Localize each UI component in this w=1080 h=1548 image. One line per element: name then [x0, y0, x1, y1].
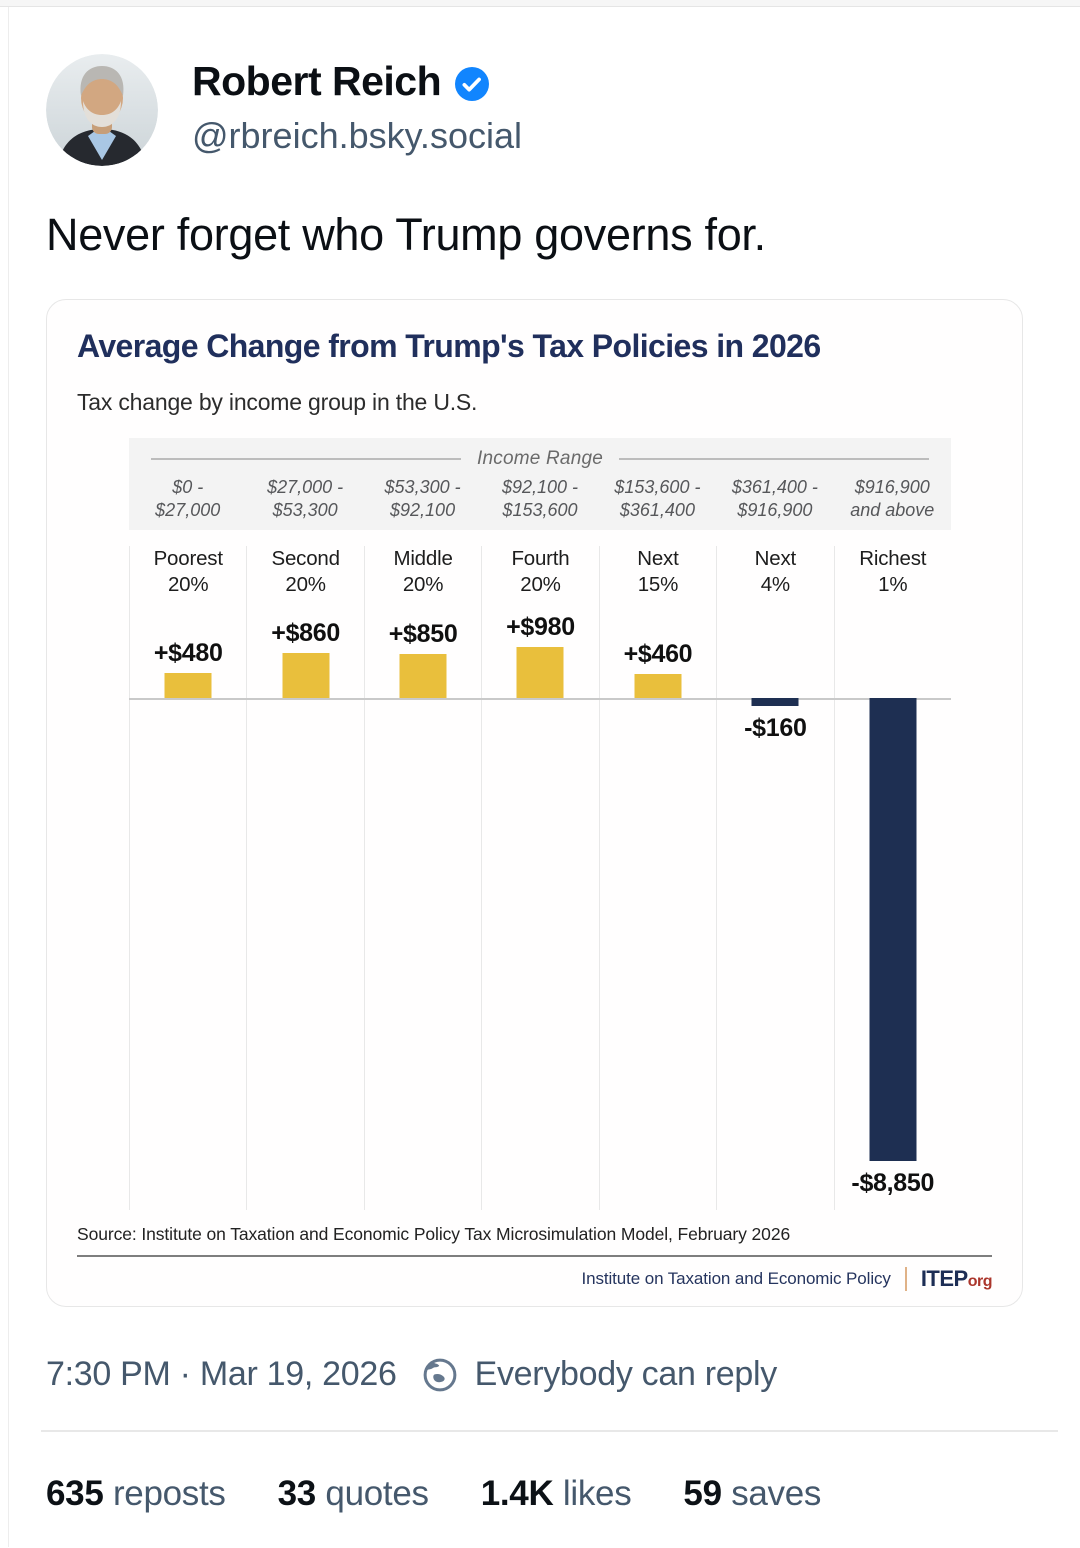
itep-logo: ITEPorg — [920, 1266, 993, 1292]
timestamp: 7:30 PM · Mar 19, 2026 — [46, 1355, 397, 1394]
income-range-label: $153,600 - $361,400 — [614, 477, 701, 521]
bar-chart: Poorest 20% +$480 Second 20% +$860 Middle 20% +$… — [129, 546, 951, 1211]
likes-count: 1.4K — [480, 1474, 554, 1514]
post-divider — [41, 1430, 1058, 1433]
saves-label: saves — [731, 1474, 822, 1514]
income-range-label: $53,300 - $92,100 — [384, 477, 461, 521]
post-header: Robert Reich @rbreich.bsky.social — [46, 7, 1048, 166]
saves-count: 59 — [683, 1474, 722, 1514]
bar — [164, 673, 212, 699]
group-label: Next 15% — [637, 547, 679, 597]
chart-card[interactable]: Average Change from Trump's Tax Policies… — [46, 299, 1023, 1308]
group-label: Fourth 20% — [511, 547, 570, 597]
bar — [282, 653, 330, 699]
chart-column: Next 4% -$160 — [716, 546, 833, 1211]
quotes-stat[interactable]: 33 quotes — [278, 1474, 429, 1514]
bar — [634, 674, 682, 699]
group-label: Second 20% — [271, 547, 340, 597]
income-range-label: $92,100 - $153,600 — [501, 477, 579, 521]
bar-zone: +$860 — [247, 610, 363, 1210]
chart-subtitle: Tax change by income group in the U.S. — [77, 389, 478, 416]
value-label: +$460 — [623, 640, 693, 669]
income-range-label: $27,000 - $53,300 — [267, 477, 344, 521]
avatar-photo — [46, 54, 158, 166]
chart-column: Poorest 20% +$480 — [129, 546, 246, 1211]
zero-baseline — [129, 698, 951, 701]
chart-area: Income Range $0 - $27,000 $27,000 - $53,300… — [129, 438, 951, 1211]
footer-separator — [904, 1267, 907, 1292]
value-label: -$160 — [744, 714, 807, 743]
footer-org-name: Institute on Taxation and Economic Polic… — [581, 1269, 891, 1289]
footer-rule — [77, 1255, 992, 1258]
value-label: +$480 — [153, 639, 223, 668]
income-range-label: $916,900 and above — [850, 477, 935, 521]
group-label: Middle 20% — [393, 547, 453, 597]
top-divider — [0, 0, 1080, 7]
bar-zone: +$460 — [600, 610, 716, 1210]
reply-permission: Everybody can reply — [474, 1355, 778, 1394]
value-label: -$8,850 — [851, 1169, 935, 1198]
chart-column: Richest 1% -$8,850 — [833, 546, 951, 1211]
chart-footer: Institute on Taxation and Economic Polic… — [77, 1266, 993, 1292]
group-label: Poorest 20% — [153, 547, 223, 597]
group-label: Next 4% — [754, 547, 797, 597]
income-ranges: $0 - $27,000 $27,000 - $53,300 $53,300 - $92,… — [129, 476, 951, 522]
avatar[interactable] — [46, 54, 158, 166]
stats-row: 635 reposts 33 quotes 1.4K likes 59 save… — [46, 1474, 1048, 1514]
post-container: Robert Reich @rbreich.bsky.social Never … — [8, 7, 1080, 1547]
reposts-stat[interactable]: 635 reposts — [46, 1474, 226, 1514]
group-label: Richest 1% — [859, 547, 927, 597]
verified-badge-icon — [455, 66, 490, 101]
value-label: +$860 — [271, 619, 340, 648]
quotes-label: quotes — [325, 1474, 429, 1514]
reposts-label: reposts — [112, 1474, 226, 1514]
bar-zone: -$8,850 — [835, 610, 951, 1210]
income-range-label: $361,400 - $916,900 — [731, 477, 818, 521]
chart-column: Fourth 20% +$980 — [481, 546, 598, 1211]
likes-stat[interactable]: 1.4K likes — [481, 1474, 632, 1514]
chart-column: Next 15% +$460 — [598, 546, 716, 1211]
author-handle[interactable]: @rbreich.bsky.social — [192, 115, 522, 156]
bar-zone: -$160 — [717, 610, 833, 1210]
bar-zone: +$480 — [130, 610, 246, 1210]
itep-logo-suffix: org — [967, 1273, 993, 1291]
timestamp-row: 7:30 PM · Mar 19, 2026 Everybody can rep… — [46, 1355, 1048, 1394]
chart-title: Average Change from Trump's Tax Policies… — [77, 328, 821, 365]
bar — [399, 654, 447, 699]
chart-source: Source: Institute on Taxation and Econom… — [77, 1224, 791, 1245]
bar — [751, 698, 799, 707]
header-rule-right — [619, 458, 930, 461]
bar-zone: +$850 — [365, 610, 481, 1210]
header-rule-left — [151, 458, 462, 461]
value-label: +$850 — [388, 620, 458, 649]
income-range-label: $0 - $27,000 — [155, 477, 221, 521]
reposts-count: 635 — [46, 1474, 104, 1514]
post-text: Never forget who Trump governs for. — [46, 209, 766, 260]
author-name[interactable]: Robert Reich — [192, 58, 442, 104]
bar — [869, 698, 917, 1162]
chart-column: Middle 20% +$850 — [363, 546, 481, 1211]
chart-column: Second 20% +$860 — [246, 546, 363, 1211]
likes-label: likes — [562, 1474, 632, 1514]
value-label: +$980 — [506, 613, 575, 642]
saves-stat[interactable]: 59 saves — [683, 1474, 821, 1514]
globe-icon — [423, 1358, 456, 1391]
income-range-title: Income Range — [477, 448, 603, 470]
quotes-count: 33 — [277, 1474, 317, 1514]
author-block: Robert Reich @rbreich.bsky.social — [192, 54, 522, 166]
income-range-header: Income Range — [151, 448, 930, 470]
bar-zone: +$980 — [482, 610, 598, 1210]
income-range-band: Income Range $0 - $27,000 $27,000 - $53,300… — [129, 438, 951, 531]
bar — [516, 647, 564, 699]
